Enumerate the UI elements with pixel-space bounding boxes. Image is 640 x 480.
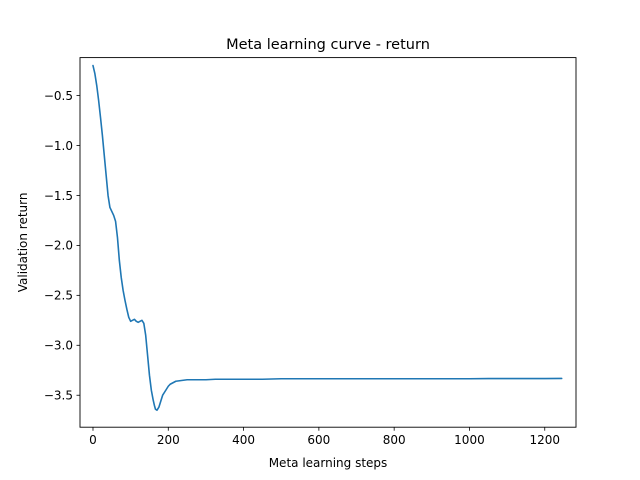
y-axis-ticks: −3.5 −3.0 −2.5 −2.0 −1.5 −1.0 −0.5 [44,89,80,403]
x-axis-label: Meta learning steps [269,456,388,470]
y-tick-label: −2.5 [44,289,73,303]
y-tick-label: −0.5 [44,89,73,103]
y-tick-label: −1.5 [44,189,73,203]
y-tick-label: −2.0 [44,239,73,253]
y-axis-label: Validation return [16,193,30,293]
y-tick-label: −3.5 [44,389,73,403]
x-tick-label: 600 [307,433,330,447]
x-tick-label: 400 [232,433,255,447]
chart-title: Meta learning curve - return [226,37,430,53]
x-tick-label: 200 [157,433,180,447]
series-line [92,64,563,412]
plot-area [80,57,576,428]
x-tick-label: 1000 [454,433,485,447]
y-tick-label: −3.0 [44,339,73,353]
y-tick-label: −1.0 [44,139,73,153]
plot-frame [79,57,577,428]
x-tick-label: 0 [89,433,97,447]
x-tick-label: 800 [383,433,406,447]
x-tick-label: 1200 [529,433,560,447]
series-layer [92,64,563,412]
x-axis-ticks: 0 200 400 600 800 1000 1200 [89,427,560,447]
